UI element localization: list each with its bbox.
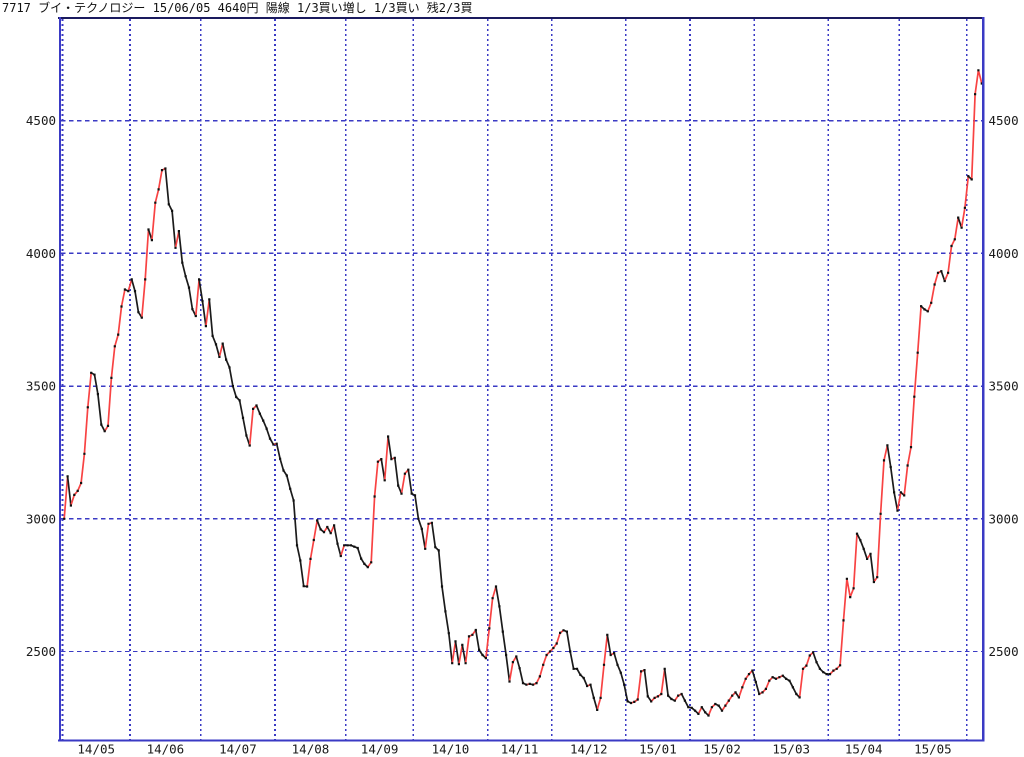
y-tick-label-right: 3500: [989, 379, 1019, 394]
x-tick-label: 14/10: [432, 742, 470, 757]
price-line-down-segment: [275, 442, 308, 588]
x-axis-labels: 14/05 14/06 14/07 14/08 14/09 14/10 14/11 14/12…: [77, 742, 951, 757]
price-line-up-segment: [194, 278, 200, 317]
price-line-up-segment: [532, 629, 565, 686]
y-axis-labels-left: 4500 4000 3500 3000 2500: [26, 113, 56, 659]
price-line-up-segment: [63, 475, 69, 520]
price-line-up-segment: [903, 305, 922, 497]
x-tick-label: 14/12: [570, 742, 608, 757]
x-tick-label: 14/08: [292, 742, 330, 757]
price-line-up-segment: [970, 69, 983, 181]
plot-border: [58, 17, 985, 742]
price-line-down-segment: [178, 230, 197, 317]
x-tick-label: 14/07: [219, 742, 257, 757]
y-tick-label-right: 2500: [989, 644, 1019, 659]
price-line-down-segment: [164, 167, 177, 249]
price-line-up-segment: [451, 640, 457, 665]
x-tick-label: 14/09: [361, 742, 399, 757]
y-tick-label-left: 3000: [26, 511, 56, 526]
x-tick-label: 15/05: [914, 742, 952, 757]
y-tick-label-right: 4000: [989, 246, 1019, 261]
price-line-down-segment: [387, 435, 393, 460]
price-line-down-segment: [407, 468, 427, 550]
x-tick-label: 14/05: [77, 742, 115, 757]
price-line-down-segment: [454, 640, 460, 666]
price-line-up-segment: [596, 633, 609, 711]
price-line-up-segment: [174, 230, 180, 249]
y-tick-label-right: 4500: [989, 113, 1019, 128]
x-tick-label: 15/01: [639, 742, 677, 757]
price-line-down-segment: [66, 475, 72, 507]
price-line-down-segment: [869, 552, 875, 583]
x-tick-label: 15/02: [703, 742, 741, 757]
price-line-down-segment: [515, 655, 528, 686]
y-tick-label-left: 3500: [26, 379, 56, 394]
price-line-down-segment: [856, 532, 868, 560]
y-tick-label-left: 4000: [26, 246, 56, 261]
price-line-down-segment: [474, 629, 487, 659]
price-line-up-segment: [127, 278, 133, 292]
price-line-up-segment: [205, 298, 211, 327]
y-tick-label-left: 2500: [26, 644, 56, 659]
price-line-up-segment: [896, 491, 902, 512]
x-tick-label: 15/04: [845, 742, 883, 757]
price-line-up-segment: [306, 519, 319, 588]
price-line-down-segment: [606, 633, 612, 656]
chart-title: 7717 ブイ・テクノロジー 15/06/05 4640円 陽線 1/3買い増し…: [2, 1, 473, 15]
price-line-up-segment: [339, 544, 346, 557]
price-line-down-segment: [940, 270, 946, 282]
price-line-up-segment: [383, 435, 389, 482]
x-tick-label: 14/11: [501, 742, 539, 757]
price-line-up-segment: [464, 629, 477, 665]
gridlines: [61, 19, 983, 741]
y-axis-labels-right: 4500 4000 3500 3000 2500: [989, 113, 1019, 659]
x-tick-label: 14/06: [147, 742, 185, 757]
y-tick-label-right: 3000: [989, 511, 1019, 526]
price-line-down-segment: [130, 278, 143, 319]
price-line-up-segment: [458, 644, 464, 666]
y-tick-label-left: 4500: [26, 113, 56, 128]
price-line-up-segment: [485, 585, 497, 659]
price-line-down-segment: [208, 298, 221, 358]
price-line-up-segment: [697, 706, 703, 715]
x-tick-label: 15/03: [772, 742, 810, 757]
price-line-down-segment: [663, 667, 676, 702]
price-line-down-segment: [886, 444, 899, 512]
price-line-down-segment: [461, 644, 467, 665]
price-line-up-segment: [218, 342, 224, 358]
